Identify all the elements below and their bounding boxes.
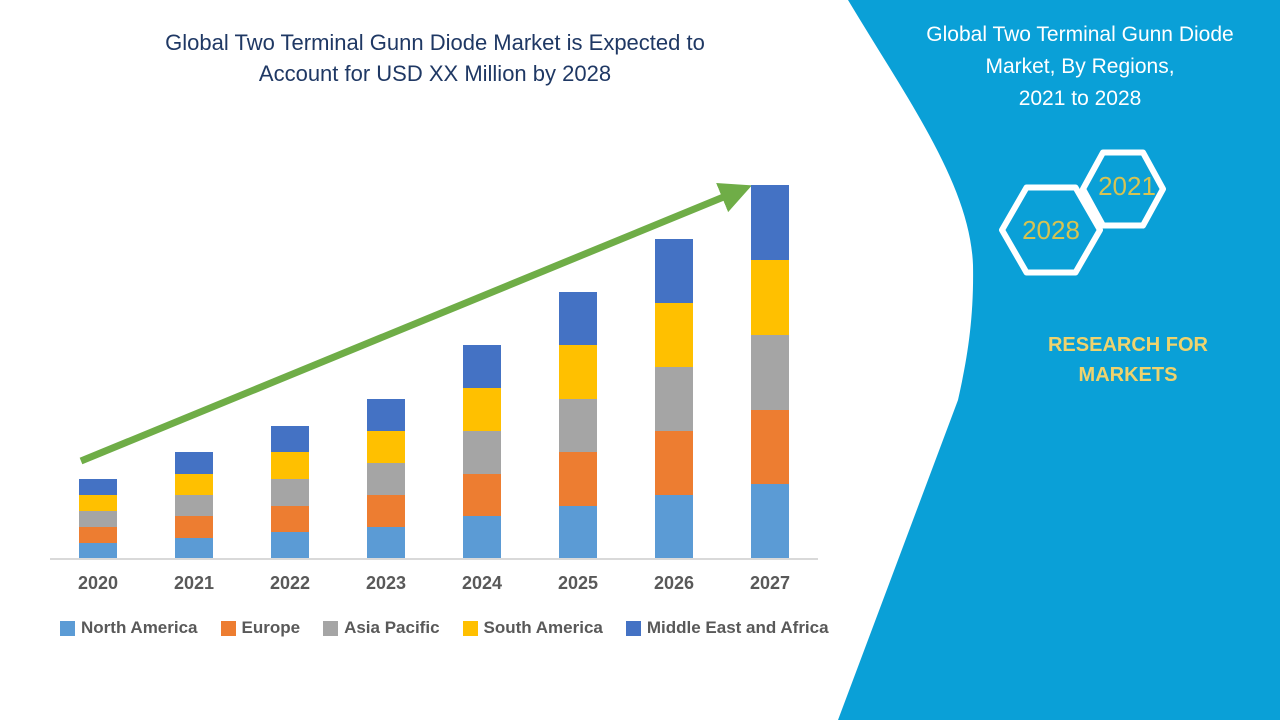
x-axis-label-2021: 2021: [173, 573, 215, 593]
side-panel-title-line3: 2021 to 2028: [1018, 87, 1142, 110]
legend-swatch-asia-pacific: [323, 620, 339, 636]
bar-segment-asia-pacific-2026: [655, 366, 693, 431]
legend-swatch-europe: [220, 620, 236, 636]
bar-segment-south-america-2026: [655, 302, 693, 367]
legend-swatch-south-america: [462, 620, 478, 636]
bar-segment-north-america-2023: [367, 526, 405, 559]
bar-segment-north-america-2026: [655, 494, 693, 559]
legend-label-europe: Europe: [241, 618, 301, 637]
bar-segment-asia-pacific-2020: [79, 510, 117, 527]
bar-segment-europe-2022: [271, 505, 309, 533]
bar-segment-middle-east-and-africa-2022: [271, 425, 309, 453]
bar-segment-europe-2025: [559, 452, 597, 506]
legend-item-middle-east-and-africa: Middle East and Africa: [625, 618, 829, 638]
legend-item-south-america: South America: [462, 618, 603, 638]
bar-segment-north-america-2022: [271, 532, 309, 559]
bar-2024: [463, 345, 501, 559]
x-axis-label-2020: 2020: [77, 573, 119, 593]
legend-label-north-america: North America: [81, 618, 198, 637]
bar-segment-south-america-2027: [751, 260, 789, 335]
bar-2027: [751, 185, 789, 559]
side-panel-shape: [838, 0, 1280, 720]
hexagon-badge-2021: [1080, 149, 1166, 229]
bar-segment-europe-2026: [655, 430, 693, 495]
legend-label-asia-pacific: Asia Pacific: [344, 618, 440, 637]
legend-label-south-america: South America: [483, 618, 603, 637]
bar-2020: [79, 478, 117, 559]
legend-item-asia-pacific: Asia Pacific: [323, 618, 440, 638]
hexagon-year-2021: 2021: [1098, 171, 1156, 201]
hexagon-badge-2028: [999, 184, 1103, 276]
chart-title: Global Two Terminal Gunn Diode Market is…: [85, 27, 785, 89]
trend-arrow: [79, 183, 752, 465]
bar-segment-south-america-2025: [559, 345, 597, 399]
x-axis-label-2024: 2024: [461, 573, 503, 593]
bar-segment-asia-pacific-2025: [559, 398, 597, 453]
bar-segment-north-america-2027: [751, 484, 789, 559]
bar-segment-asia-pacific-2022: [271, 478, 309, 506]
bar-2025: [559, 292, 597, 559]
legend-label-middle-east-and-africa: Middle East and Africa: [646, 618, 829, 637]
x-axis-line: [50, 558, 818, 560]
chart-legend: North America Europe Asia Pacific South Ame…: [60, 617, 850, 639]
hexagon-year-2028: 2028: [1022, 215, 1080, 245]
bar-segment-middle-east-and-africa-2020: [79, 478, 117, 495]
x-axis-label-2022: 2022: [269, 573, 311, 593]
bar-segment-middle-east-and-africa-2026: [655, 238, 693, 303]
x-axis-label-2027: 2027: [749, 573, 791, 593]
bar-2021: [175, 452, 213, 559]
bar-segment-north-america-2025: [559, 505, 597, 559]
x-axis-label-2023: 2023: [365, 573, 407, 593]
bar-segment-south-america-2023: [367, 430, 405, 463]
bar-2022: [271, 425, 309, 559]
bar-segment-north-america-2020: [79, 542, 117, 559]
bar-segment-middle-east-and-africa-2021: [175, 452, 213, 474]
bar-segment-europe-2027: [751, 409, 789, 485]
bar-segment-south-america-2020: [79, 494, 117, 511]
bar-segment-middle-east-and-africa-2023: [367, 398, 405, 431]
chart-title-line1: Global Two Terminal Gunn Diode Market is…: [165, 30, 705, 55]
chart-title-line2: Account for USD XX Million by 2028: [258, 61, 612, 86]
side-panel-title-line2: Market, By Regions,: [985, 55, 1175, 78]
legend-swatch-north-america: [60, 620, 75, 636]
side-panel-title-line1: Global Two Terminal Gunn Diode: [926, 23, 1234, 46]
bar-segment-south-america-2024: [463, 388, 501, 431]
x-axis-label-2026: 2026: [653, 573, 695, 593]
bar-segment-asia-pacific-2027: [751, 334, 789, 410]
bar-segment-asia-pacific-2024: [463, 430, 501, 474]
bar-segment-south-america-2021: [175, 473, 213, 495]
bar-2023: [367, 398, 405, 559]
brand-text: RESEARCH FOR MARKETS: [1018, 330, 1238, 390]
bar-segment-middle-east-and-africa-2025: [559, 292, 597, 346]
bar-segment-middle-east-and-africa-2024: [463, 345, 501, 389]
side-panel-title: Global Two Terminal Gunn Diode Market, B…: [880, 19, 1280, 115]
bar-segment-north-america-2024: [463, 516, 501, 559]
legend-swatch-middle-east-and-africa: [625, 620, 641, 636]
brand-text-line2: MARKETS: [1078, 364, 1178, 386]
bar-segment-south-america-2022: [271, 452, 309, 479]
bar-segment-europe-2024: [463, 473, 501, 517]
brand-text-line1: RESEARCH FOR: [1047, 334, 1208, 356]
bar-segment-north-america-2021: [175, 537, 213, 559]
bar-segment-asia-pacific-2023: [367, 462, 405, 495]
bar-segment-middle-east-and-africa-2027: [751, 185, 789, 260]
x-axis-label-2025: 2025: [557, 573, 599, 593]
bar-segment-europe-2021: [175, 516, 213, 538]
bar-segment-europe-2020: [79, 526, 117, 543]
bar-segment-europe-2023: [367, 494, 405, 527]
bar-2026: [655, 238, 693, 559]
legend-item-europe: Europe: [220, 618, 301, 638]
bar-segment-asia-pacific-2021: [175, 494, 213, 517]
legend-item-north-america: North America: [60, 618, 198, 638]
